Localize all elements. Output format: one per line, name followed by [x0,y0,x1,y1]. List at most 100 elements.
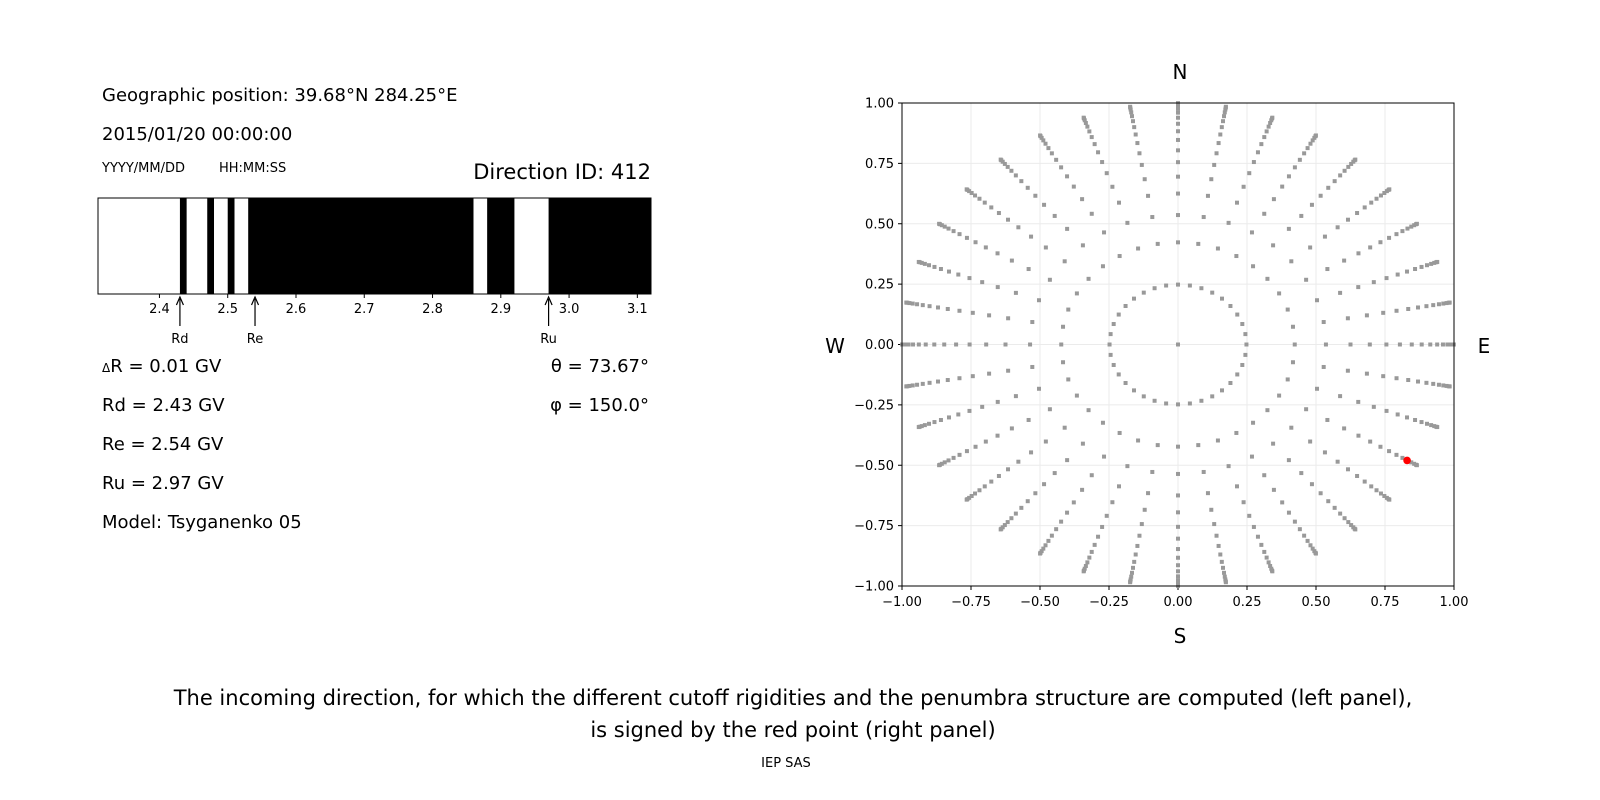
grid-point [998,527,1003,532]
grid-point [1369,484,1374,489]
grid-point [987,371,992,376]
grid-point [1355,211,1360,216]
grid-point [1419,264,1424,269]
x-tick-label: −0.75 [951,595,991,610]
grid-point [1445,342,1450,347]
grid-point [1132,296,1137,301]
grid-point [1431,381,1436,386]
grid-point [951,455,956,460]
grid-point [1150,215,1155,220]
grid-point [1240,362,1245,367]
grid-point [1371,280,1376,285]
penumbra-segment-forbidden [234,198,249,294]
grid-point [970,310,975,315]
grid-point [1289,259,1294,264]
grid-point [1141,394,1146,399]
grid-point [1176,578,1180,583]
grid-point [1123,304,1128,309]
grid-point [1436,382,1441,387]
x-tick-label: 2.6 [286,302,307,317]
grid-point [1318,491,1323,496]
grid-point [1369,200,1374,205]
grid-point [1400,229,1405,234]
grid-point [1362,479,1367,484]
grid-point [1107,342,1112,347]
grid-point [1290,360,1295,365]
grid-point [1086,276,1091,281]
grid-point [1251,160,1256,165]
penumbra-segment-allowed [548,198,651,294]
grid-point [904,300,909,305]
grid-point [1176,510,1180,515]
grid-point [1006,217,1011,222]
grid-point [942,224,947,229]
grid-point [1052,471,1057,476]
grid-point [1345,217,1350,222]
grid-point [987,313,992,318]
grid-point [951,229,956,234]
grid-point [1019,505,1024,510]
grid-point [1071,184,1076,189]
grid-point [927,421,932,426]
grid-point [1251,524,1256,529]
grid-point [1176,106,1180,111]
x-tick-label: 2.8 [422,302,443,317]
grid-point [1413,417,1418,422]
grid-point [1305,146,1310,151]
grid-point [1435,259,1440,264]
grid-point [1085,560,1090,565]
grid-point [1129,574,1134,579]
grid-point [1265,276,1270,281]
grid-point [1216,543,1221,548]
grid-point [1009,168,1014,173]
grid-point [1215,246,1220,251]
grid-point [1142,177,1147,182]
grid-point [1285,307,1290,312]
grid-point [1129,110,1134,115]
grid-point [1234,430,1239,435]
grid-point [915,382,920,387]
grid-point [1271,197,1276,202]
grid-point [1128,104,1133,109]
axes-frame [901,102,1455,587]
grid-point [1219,559,1224,564]
grid-point [1176,574,1180,579]
grid-point [1382,190,1387,195]
grid-point [1176,240,1180,245]
grid-point [1335,459,1340,464]
grid-point [1259,142,1264,147]
marker-label-ru: Ru [540,332,557,347]
grid-point [919,424,924,429]
grid-point [1277,393,1282,398]
grid-point [1026,417,1031,422]
grid-point [1299,471,1304,476]
grid-point [1289,425,1294,430]
footer-credit: IEP SAS [761,756,811,771]
grid-point [907,383,912,388]
grid-point [1321,320,1326,325]
grid-point [1271,441,1276,446]
grid-point [964,497,969,502]
grid-point [967,408,972,413]
grid-point [1142,507,1147,512]
grid-point [1440,342,1445,347]
grid-point [1326,185,1331,190]
x-tick-label: 0.00 [1164,595,1193,610]
arrowhead-icon [175,295,184,306]
grid-point [964,449,969,454]
grid-point [1444,383,1449,388]
grid-point [1059,165,1064,170]
grid-point [920,303,925,308]
grid-point [1009,426,1014,431]
compass-west: W [825,334,845,358]
direction-map-chart: −1.00 1.00 −0.75 0.75 −0.50 0.50 −0.25 0.25 0.00… [825,60,1490,648]
grid-point [1013,290,1018,295]
grid-point [1146,491,1151,496]
grid-point [1043,141,1048,146]
grid-point [1025,499,1030,504]
grid-point [1146,193,1151,198]
grid-point [1209,507,1214,512]
grid-point [1205,491,1210,496]
grid-point [1129,570,1134,575]
grid-point [1216,141,1221,146]
